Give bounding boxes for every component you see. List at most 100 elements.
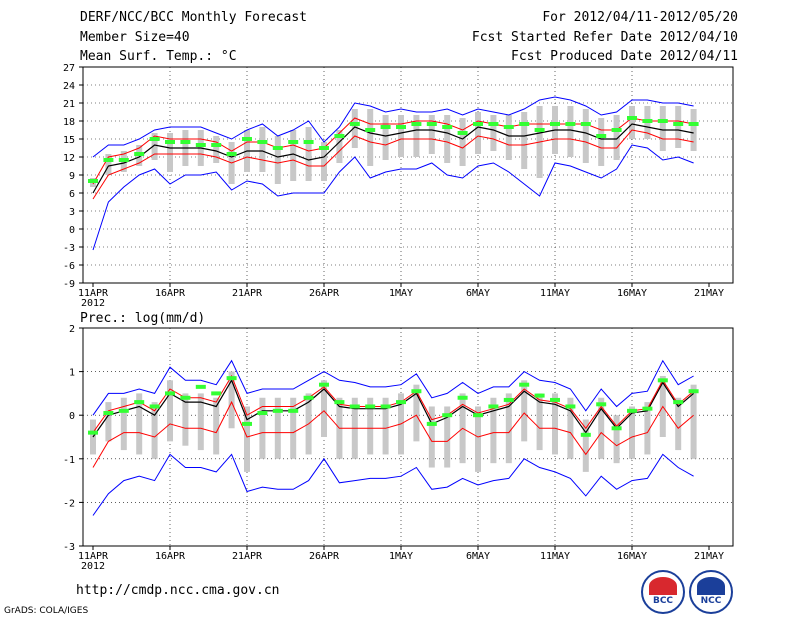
precip-range-bar xyxy=(244,406,250,472)
precip-y-tick-label: -2 xyxy=(63,498,75,509)
temp-observed-marker xyxy=(426,122,437,126)
precip-observed-marker xyxy=(288,408,299,413)
temp-observed-marker xyxy=(319,146,329,150)
precip-observed-marker xyxy=(657,378,668,383)
temp-range-bar xyxy=(598,118,605,166)
temp-observed-marker xyxy=(288,140,299,144)
temp-range-bar xyxy=(444,115,451,163)
temp-observed-marker xyxy=(580,122,591,126)
temp-observed-marker xyxy=(365,128,376,132)
temp-observed-marker xyxy=(519,122,530,126)
temp-observed-marker xyxy=(611,128,622,132)
temp-observed-marker xyxy=(657,119,668,123)
temp-range-bar xyxy=(151,133,158,160)
forecast-start-date-label: Fcst Started Refer Date 2012/04/10 xyxy=(471,30,738,45)
temp-observed-marker xyxy=(303,140,314,144)
precip-x-tick-label: 11MAY xyxy=(540,551,570,562)
temp-range-bar xyxy=(367,109,374,166)
precip-range-bar xyxy=(444,406,451,468)
precip-range-bar xyxy=(120,397,127,451)
bcc-logo-emblem xyxy=(649,577,677,595)
precip-range-bar xyxy=(536,393,543,451)
temp-observed-marker xyxy=(503,125,514,129)
source-url[interactable]: http://cmdp.ncc.cma.gov.cn xyxy=(76,583,280,598)
temp-y-tick-label: -6 xyxy=(63,261,75,272)
member-size-label: Member Size=40 xyxy=(80,30,190,45)
precip-range-bar xyxy=(151,402,158,459)
temp-y-tick-label: 3 xyxy=(69,207,75,218)
precip-x-tick-label: 21APR xyxy=(232,551,263,562)
ncc-logo-label: NCC xyxy=(700,596,722,606)
temp-range-bar xyxy=(505,115,512,160)
forecast-produced-date-label: Fcst Produced Date 2012/04/11 xyxy=(511,49,738,64)
temp-range-bar xyxy=(398,115,404,157)
temp-series-lower-inner xyxy=(92,129,694,200)
temp-observed-marker xyxy=(442,125,453,129)
temp-observed-marker xyxy=(211,143,222,147)
temp-observed-marker xyxy=(488,122,499,126)
temp-range-bar xyxy=(613,115,620,160)
precip-plot-frame xyxy=(82,327,734,547)
temp-x-tick-label: 2012 xyxy=(81,298,105,309)
precip-observed-marker xyxy=(303,395,314,400)
temp-range-bar xyxy=(382,115,389,160)
precip-observed-marker xyxy=(503,397,514,402)
precip-observed-marker xyxy=(195,384,206,389)
precip-range-bar xyxy=(690,384,697,459)
precip-observed-marker xyxy=(334,400,345,405)
precip-x-tick-label: 11APR xyxy=(78,551,109,562)
temp-observed-marker xyxy=(226,152,237,156)
precip-observed-marker xyxy=(534,393,545,398)
temp-observed-marker xyxy=(688,122,699,126)
temp-range-bar xyxy=(690,109,697,151)
precip-observed-marker xyxy=(149,404,160,409)
temp-y-tick-label: 0 xyxy=(69,225,75,236)
temp-range-bar xyxy=(290,130,297,181)
precip-series-lower-outer xyxy=(92,453,694,516)
precip-range-bar xyxy=(675,397,682,451)
precip-observed-marker xyxy=(103,411,114,416)
precip-y-tick-label: -1 xyxy=(63,455,75,466)
precip-observed-marker xyxy=(134,400,145,405)
temp-range-bar xyxy=(459,118,466,166)
precip-observed-marker xyxy=(242,421,252,426)
temp-observed-marker xyxy=(457,131,468,135)
precip-range-bar xyxy=(228,371,235,429)
temp-range-bar xyxy=(659,106,666,151)
precip-range-bar xyxy=(613,415,620,464)
temp-observed-marker xyxy=(627,116,637,120)
precip-range-bar xyxy=(490,397,497,464)
temp-x-tick-label: 21MAY xyxy=(694,288,724,299)
temp-observed-marker xyxy=(565,122,576,126)
precip-y-tick-label: 0 xyxy=(69,411,75,422)
precip-observed-marker xyxy=(211,391,222,396)
precip-range-bar xyxy=(136,393,143,455)
temp-observed-marker xyxy=(134,152,145,156)
temp-observed-marker xyxy=(103,158,114,162)
precip-observed-marker xyxy=(673,400,684,405)
precip-range-bar xyxy=(274,397,281,459)
precip-observed-marker xyxy=(88,430,98,435)
precip-observed-marker xyxy=(611,426,622,431)
temp-range-bar xyxy=(521,112,528,169)
precip-series-lower-inner xyxy=(92,400,694,468)
temp-x-tick-label: 6MAY xyxy=(466,288,490,299)
precip-observed-marker xyxy=(519,382,530,387)
grads-credit: GrADS: COLA/IGES xyxy=(4,606,89,616)
temp-x-tick-label: 21APR xyxy=(232,288,263,299)
temp-observed-marker xyxy=(473,122,483,126)
temp-y-tick-label: 15 xyxy=(63,135,75,146)
temp-observed-marker xyxy=(673,122,684,126)
precip-range-bar xyxy=(413,384,420,442)
temp-range-bar xyxy=(305,127,312,181)
temp-range-bar xyxy=(413,115,420,157)
precip-observed-marker xyxy=(226,376,237,381)
precip-range-bar xyxy=(197,393,204,451)
bcc-logo-label: BCC xyxy=(652,596,674,606)
temp-range-bar xyxy=(675,106,682,148)
precip-observed-marker xyxy=(642,406,653,411)
precip-observed-marker xyxy=(180,395,191,400)
temp-range-bar xyxy=(321,142,327,181)
precip-x-tick-label: 26APR xyxy=(309,551,340,562)
